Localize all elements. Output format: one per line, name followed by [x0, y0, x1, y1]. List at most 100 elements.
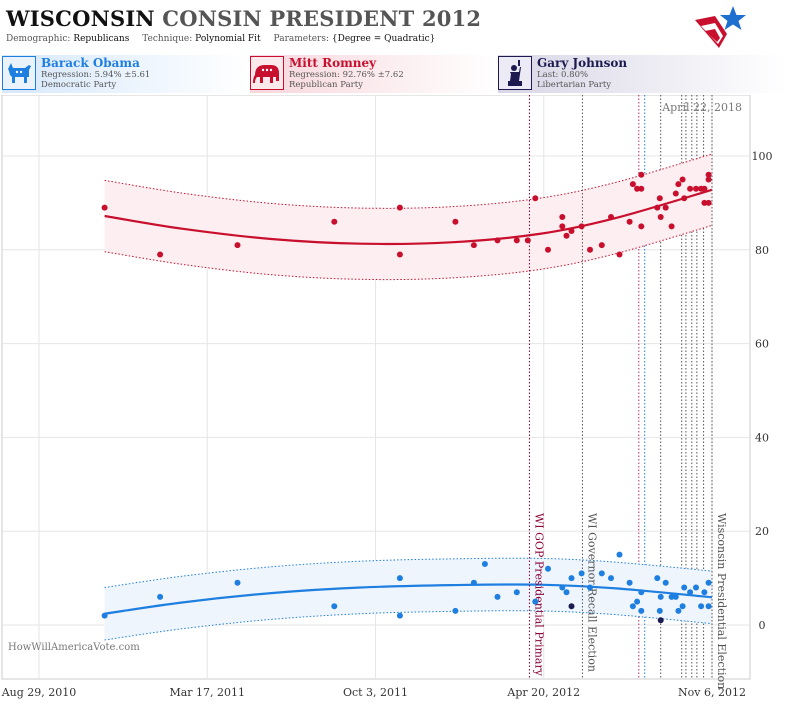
poll-point	[681, 195, 688, 202]
donkey-icon	[2, 56, 36, 90]
candidate-obama[interactable]: Barack Obama Regression: 5.94% ±5.61 Dem…	[2, 55, 248, 93]
poll-point	[559, 214, 566, 220]
poll-point	[563, 232, 570, 239]
poll-point	[578, 570, 585, 577]
poll-point	[470, 579, 477, 586]
poll-point	[452, 218, 459, 225]
event-label: WI Governor Recall Election	[585, 513, 598, 672]
poll-point	[675, 607, 682, 614]
poll-point	[396, 204, 403, 211]
poll-point	[626, 579, 633, 586]
poll-point	[532, 598, 539, 605]
poll-point	[568, 228, 575, 234]
poll-point	[662, 579, 669, 586]
poll-point	[638, 223, 645, 230]
poll-point	[559, 584, 566, 591]
title-rest: CONSIN PRESIDENT 2012	[162, 6, 482, 31]
poll-point	[679, 176, 686, 183]
poll-point	[587, 584, 593, 591]
poll-point	[598, 570, 605, 577]
statue-of-liberty-icon	[498, 56, 532, 90]
poll-point	[234, 579, 241, 586]
poll-point	[657, 593, 664, 600]
x-tick-label: Aug 29, 2010	[1, 686, 77, 699]
event-label: WI GOP Presidential Primary	[532, 513, 545, 677]
demographic-label: Demographic:	[6, 34, 71, 44]
poll-point	[672, 190, 679, 197]
poll-point	[687, 589, 694, 596]
poll-point	[157, 251, 164, 258]
candidate-johnson[interactable]: Gary Johnson Last: 0.80% Libertarian Par…	[498, 55, 787, 93]
title-state: WISCONSIN	[6, 6, 155, 31]
poll-point	[396, 575, 403, 582]
poll-point	[568, 575, 575, 582]
regression-line	[104, 583, 713, 615]
page-header: WISCONSIN CONSIN PRESIDENT 2012 Demograp…	[0, 0, 789, 52]
poll-point	[638, 589, 645, 596]
poll-point	[657, 214, 664, 220]
candidate-name: Mitt Romney	[289, 56, 377, 70]
x-tick-label: Nov 6, 2012	[678, 686, 746, 699]
poll-point	[616, 251, 623, 258]
poll-point	[331, 218, 338, 225]
elephant-icon	[250, 56, 284, 90]
poll-point	[701, 199, 708, 206]
poll-point	[638, 171, 645, 178]
x-tick-label: Oct 3, 2011	[343, 686, 408, 699]
parameters-value: {Degree = Quadratic}	[331, 34, 436, 44]
poll-point	[616, 551, 623, 558]
poll-point	[626, 218, 633, 225]
poll-point	[608, 575, 614, 582]
poll-point	[157, 593, 164, 600]
poll-point	[701, 185, 708, 192]
poll-point	[693, 185, 699, 192]
poll-point	[532, 195, 539, 202]
y-tick-label: 20	[755, 525, 769, 538]
poll-point	[705, 579, 712, 586]
poll-point	[598, 242, 605, 249]
poll-point	[638, 607, 645, 614]
poll-point	[656, 607, 663, 614]
candidate-party: Republican Party	[289, 80, 363, 90]
candidate-regression: Regression: 5.94% ±5.61	[41, 70, 151, 80]
candidate-last-value: Last: 0.80%	[537, 70, 589, 80]
poll-point	[234, 242, 241, 249]
poll-point	[705, 176, 712, 183]
poll-point	[481, 561, 488, 567]
poll-point	[587, 246, 593, 253]
poll-point	[705, 603, 712, 610]
poll-point	[679, 603, 686, 610]
poll-point	[698, 603, 705, 610]
candidate-name: Gary Johnson	[537, 56, 628, 70]
poll-point	[559, 223, 566, 230]
poll-point	[693, 584, 699, 591]
poll-point	[705, 171, 712, 178]
poll-point	[494, 593, 501, 600]
poll-point	[452, 607, 459, 614]
star-flag-logo-icon[interactable]	[693, 4, 749, 52]
poll-point	[494, 237, 501, 244]
poll-point	[705, 199, 712, 206]
parameters-label: Parameters:	[273, 34, 329, 44]
poll-point	[668, 223, 675, 230]
poll-point	[101, 204, 108, 211]
date-annotation: April 22, 2018	[661, 101, 742, 114]
poll-point	[629, 603, 636, 610]
poll-point	[101, 612, 108, 619]
poll-point	[578, 223, 585, 230]
demographic-value: Republicans	[73, 34, 130, 44]
poll-point	[524, 237, 531, 244]
poll-point	[629, 181, 636, 188]
poll-point	[654, 575, 661, 582]
y-tick-label: 60	[755, 338, 769, 351]
confidence-band	[104, 154, 713, 280]
poll-point	[662, 204, 669, 211]
poll-point	[470, 242, 477, 249]
event-label: Wisconsin Presidential Election	[715, 513, 728, 689]
candidate-romney[interactable]: Mitt Romney Regression: 92.76% ±7.62 Rep…	[250, 55, 496, 93]
poll-point	[396, 251, 403, 258]
candidate-name: Barack Obama	[41, 56, 140, 70]
poll-point	[681, 584, 688, 591]
poll-point	[634, 598, 641, 605]
confidence-band	[104, 558, 713, 640]
